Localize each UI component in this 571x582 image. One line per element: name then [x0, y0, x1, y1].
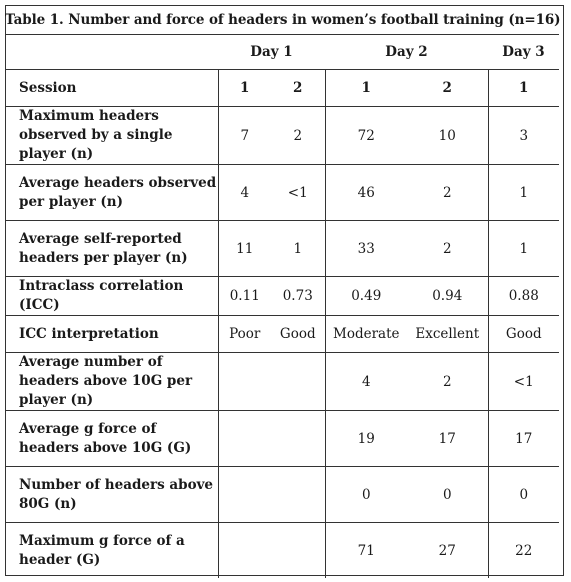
cell: 1	[271, 220, 325, 277]
cell: 0.94	[407, 276, 488, 316]
table-row: Intraclass correlation (ICC) 0.11 0.73 0…	[6, 276, 559, 316]
cell: Poor	[217, 315, 271, 353]
row-label: Number of headers above 80G (n)	[6, 466, 218, 523]
cell: 17	[407, 410, 488, 467]
table-row: Maximum headers observed by a single pla…	[6, 106, 559, 165]
cell: 1	[487, 164, 559, 221]
table-row: Average number of headers above 10G per …	[6, 352, 559, 411]
cell: 0	[407, 466, 488, 523]
cell: Good	[271, 315, 325, 353]
table-row: ICC interpretation Poor Good Moderate Ex…	[6, 315, 559, 353]
cell: 0.88	[487, 276, 559, 316]
cell: 17	[487, 410, 559, 467]
cell: 0	[487, 466, 559, 523]
cell-empty	[217, 466, 325, 523]
cell: 71	[324, 522, 407, 578]
table-row: Average g force of headers above 10G (G)…	[6, 410, 559, 467]
header-row: Day 1 Day 2 Day 3	[6, 34, 559, 70]
table-row: Average self-reported headers per player…	[6, 220, 559, 277]
cell: 4	[324, 352, 407, 411]
cell: Excellent	[407, 315, 488, 353]
cell: 33	[324, 220, 407, 277]
cell: 0.11	[217, 276, 271, 316]
row-label: Average self-reported headers per player…	[6, 220, 218, 277]
cell: 0.73	[271, 276, 325, 316]
header-empty	[6, 34, 218, 70]
cell: 10	[407, 106, 488, 165]
cell: 2	[407, 164, 488, 221]
cell: Good	[487, 315, 559, 353]
cell-empty	[217, 410, 325, 467]
row-label: Intraclass correlation (ICC)	[6, 276, 218, 316]
row-label: Maximum headers observed by a single pla…	[6, 106, 218, 165]
table-row: Average headers observed per player (n) …	[6, 164, 559, 221]
row-label: Session	[6, 69, 218, 107]
cell: 22	[487, 522, 559, 578]
header-day-2: Day 2	[325, 34, 488, 70]
cell: 46	[324, 164, 407, 221]
cell: <1	[271, 164, 325, 221]
table-caption: Table 1. Number and force of headers in …	[5, 12, 561, 28]
header-day-1: Day 1	[218, 34, 325, 70]
cell: 1	[487, 220, 559, 277]
cell: Moderate	[324, 315, 407, 353]
cell: 4	[217, 164, 271, 221]
row-label: ICC interpretation	[6, 315, 218, 353]
table-row: Session 1 2 1 2 1	[6, 69, 559, 107]
header-day-3: Day 3	[488, 34, 559, 70]
cell: <1	[487, 352, 559, 411]
table-row: Maximum g force of a header (G) 71 27 22	[6, 522, 559, 578]
row-label: Average headers observed per player (n)	[6, 164, 218, 221]
cell: 7	[217, 106, 271, 165]
cell: 2	[407, 352, 488, 411]
row-label: Average number of headers above 10G per …	[6, 352, 218, 411]
cell: 72	[324, 106, 407, 165]
cell: 19	[324, 410, 407, 467]
cell: 11	[217, 220, 271, 277]
cell: 2	[407, 69, 488, 107]
data-table: Day 1 Day 2 Day 3 Session 1 2 1 2 1 Maxi…	[6, 34, 559, 578]
row-label: Maximum g force of a header (G)	[19, 532, 185, 568]
cell: 0	[324, 466, 407, 523]
cell: 1	[324, 69, 407, 107]
row-label: Average g force of headers above 10G (G)	[6, 410, 218, 467]
cell: 3	[487, 106, 559, 165]
cell: 2	[271, 69, 325, 107]
cell: 2	[271, 106, 325, 165]
cell: 27	[438, 542, 456, 559]
cell: 2	[407, 220, 488, 277]
cell: 0.49	[324, 276, 407, 316]
table-row: Number of headers above 80G (n) 0 0 0	[6, 466, 559, 523]
cell: 1	[217, 69, 271, 107]
cell: 1	[487, 69, 559, 107]
cell-empty	[217, 352, 325, 411]
cell-empty	[217, 522, 325, 578]
